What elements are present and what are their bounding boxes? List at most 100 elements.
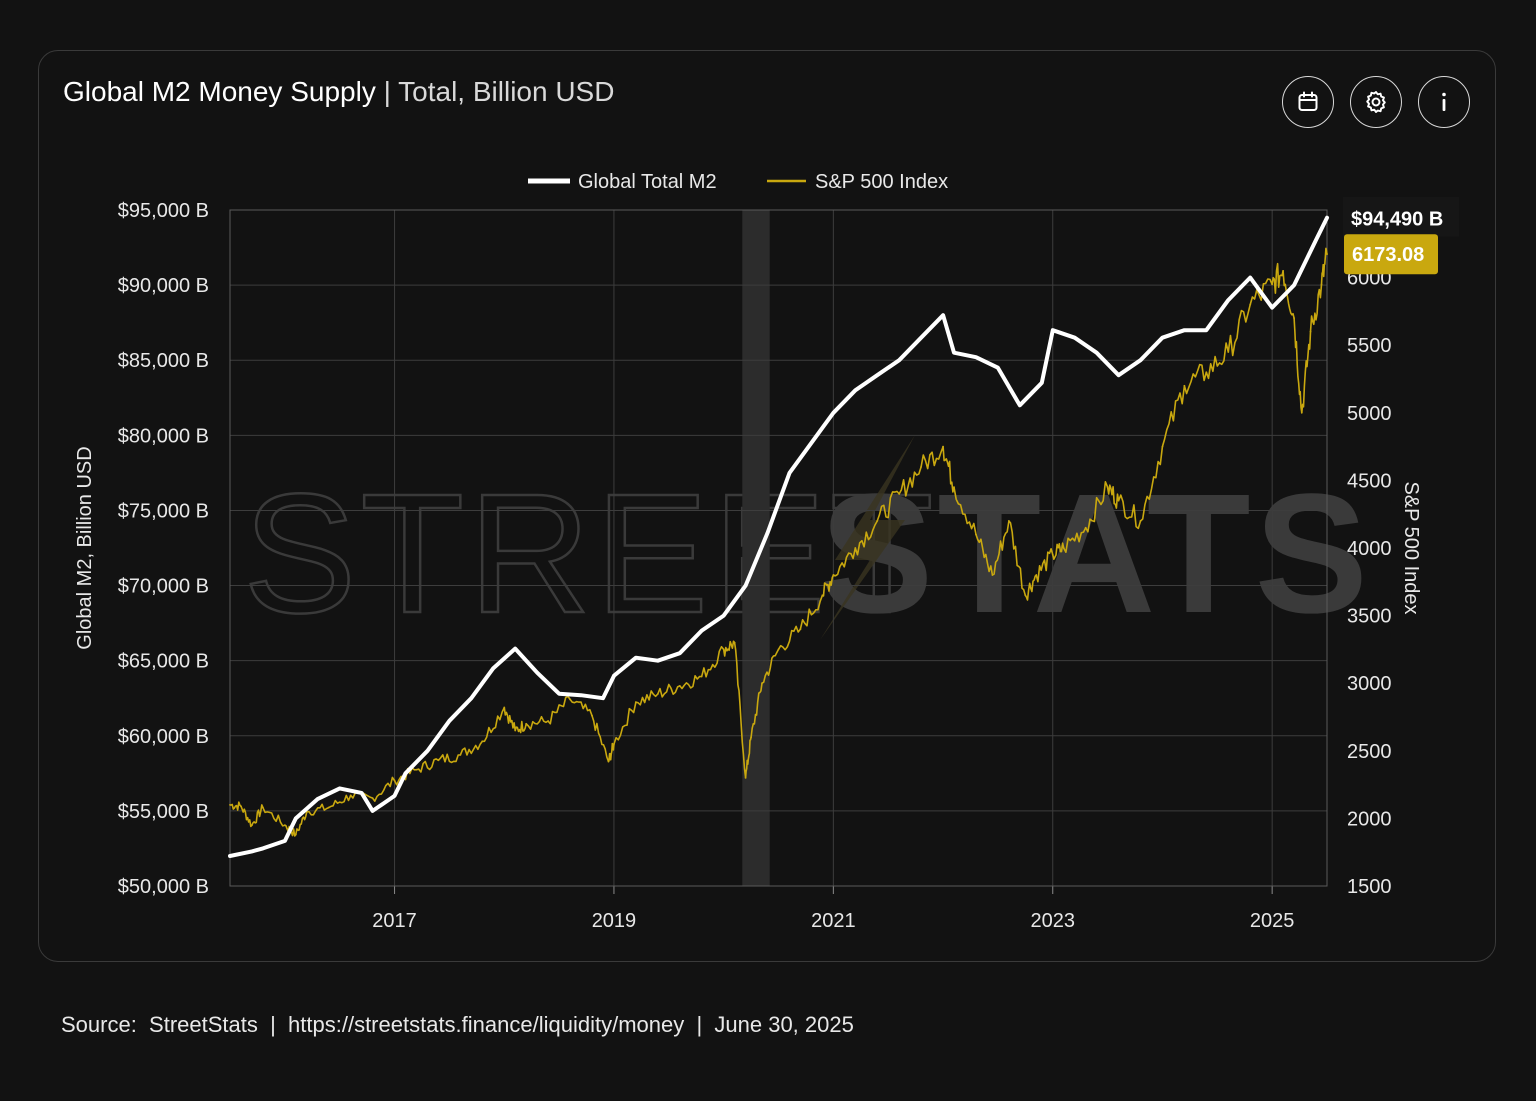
m2-last-value-badge [1343, 196, 1459, 237]
y-tick-label: $55,000 B [118, 801, 209, 823]
y-tick-label: $95,000 B [118, 200, 209, 222]
info-icon [1442, 92, 1446, 111]
m2-point [1139, 358, 1143, 362]
watermark-stats: STATS [820, 459, 1372, 649]
page-title: Global M2 Money Supply [63, 76, 376, 107]
m2-point [612, 674, 616, 678]
m2-point [425, 749, 429, 753]
y2-axis-title: S&P 500 Index [1400, 481, 1422, 614]
m2-point [996, 366, 1000, 370]
sp500-point [525, 722, 528, 725]
settings-button[interactable] [1350, 76, 1402, 128]
m2-point [678, 651, 682, 655]
y2-tick-label: 5000 [1347, 403, 1392, 425]
sp500-point [294, 833, 297, 836]
sp500-point [1320, 283, 1323, 286]
sp500-point [514, 729, 517, 732]
sp500-point [700, 675, 703, 678]
sp500-point [656, 693, 659, 695]
x-tick-label: 2021 [811, 910, 856, 932]
y-axis-title: Global M2, Billion USD [74, 446, 96, 649]
m2-point [1117, 373, 1121, 377]
calendar-button[interactable] [1282, 76, 1334, 128]
m2-point [1204, 328, 1208, 332]
y2-tick-label: 3500 [1347, 606, 1392, 628]
sp500-point [777, 648, 780, 651]
m2-last-value-label: $94,490 B [1351, 209, 1443, 231]
y2-tick-label: 2500 [1347, 741, 1392, 763]
sp500-point [821, 594, 824, 597]
y2-tick-label: 2000 [1347, 808, 1392, 830]
m2-point [1095, 351, 1099, 355]
y2-tick-label: 4500 [1347, 470, 1392, 492]
sp500-point [733, 641, 736, 644]
m2-point [700, 629, 704, 633]
y-tick-label: $75,000 B [118, 500, 209, 522]
m2-point [469, 696, 473, 700]
m2-point [974, 355, 978, 359]
sp500-point [832, 574, 835, 576]
sp500-point [854, 547, 857, 549]
sp500-point [953, 486, 955, 489]
m2-point [1040, 381, 1044, 385]
m2-point [1160, 336, 1164, 340]
m2-point [853, 388, 857, 392]
m2-point [744, 584, 748, 588]
m2-point [360, 791, 364, 795]
m2-point [919, 336, 923, 340]
sp500-point [415, 768, 418, 771]
m2-point [491, 666, 495, 670]
sp500-point [1309, 330, 1312, 333]
m2-point [1073, 336, 1077, 340]
m2-point [371, 809, 375, 813]
sp500-point [437, 759, 440, 762]
sp500-point [920, 465, 923, 468]
m2-point [1292, 283, 1296, 287]
y2-tick-label: 1500 [1347, 876, 1392, 898]
sp500-point [283, 824, 286, 827]
sp500-point [229, 803, 231, 806]
legend-label-m2: Global Total M2 [578, 171, 717, 193]
m2-point [228, 854, 232, 858]
legend: Global Total M2 S&P 500 Index [528, 171, 948, 193]
y2-tick-label: 5500 [1347, 335, 1392, 357]
m2-point [261, 846, 265, 850]
sp500-point [591, 714, 593, 717]
sp500-point [750, 736, 752, 739]
sp500-point [634, 701, 637, 704]
m2-point [535, 671, 539, 675]
m2-point [283, 839, 287, 843]
y-tick-label: $65,000 B [118, 651, 209, 673]
sp500-point [1249, 303, 1252, 306]
sp500-point [327, 806, 330, 809]
m2-point [447, 719, 451, 723]
y-tick-label: $50,000 B [118, 876, 209, 898]
sp500-point [1035, 574, 1038, 576]
m2-point [601, 696, 605, 700]
m2-point [579, 693, 583, 697]
info-button[interactable] [1418, 76, 1470, 128]
m2-point [875, 373, 879, 377]
chart-title: Global M2 Money Supply | Total, Billion … [63, 76, 614, 108]
sp500-point [799, 628, 802, 631]
sp500-point [607, 760, 610, 763]
sp500-point [1326, 253, 1328, 256]
m2-point [1018, 403, 1022, 407]
sp500-point [1084, 526, 1087, 529]
sp500-point [1227, 351, 1230, 353]
m2-point [722, 614, 726, 618]
sp500-point [991, 574, 994, 576]
sp500-point [1293, 317, 1295, 320]
plot-frame [229, 209, 1328, 887]
y-tick-label: $60,000 B [118, 726, 209, 748]
sp500-last-value-label: 6173.08 [1352, 244, 1424, 266]
m2-point [250, 849, 254, 853]
sp500-point [942, 445, 944, 448]
sp500-point [744, 776, 747, 779]
sp500-point [1106, 486, 1109, 489]
sp500-point [1282, 269, 1285, 272]
sp500-point [722, 648, 725, 651]
m2-point [294, 816, 298, 820]
m2-point [656, 659, 660, 663]
m2-point [338, 786, 342, 790]
